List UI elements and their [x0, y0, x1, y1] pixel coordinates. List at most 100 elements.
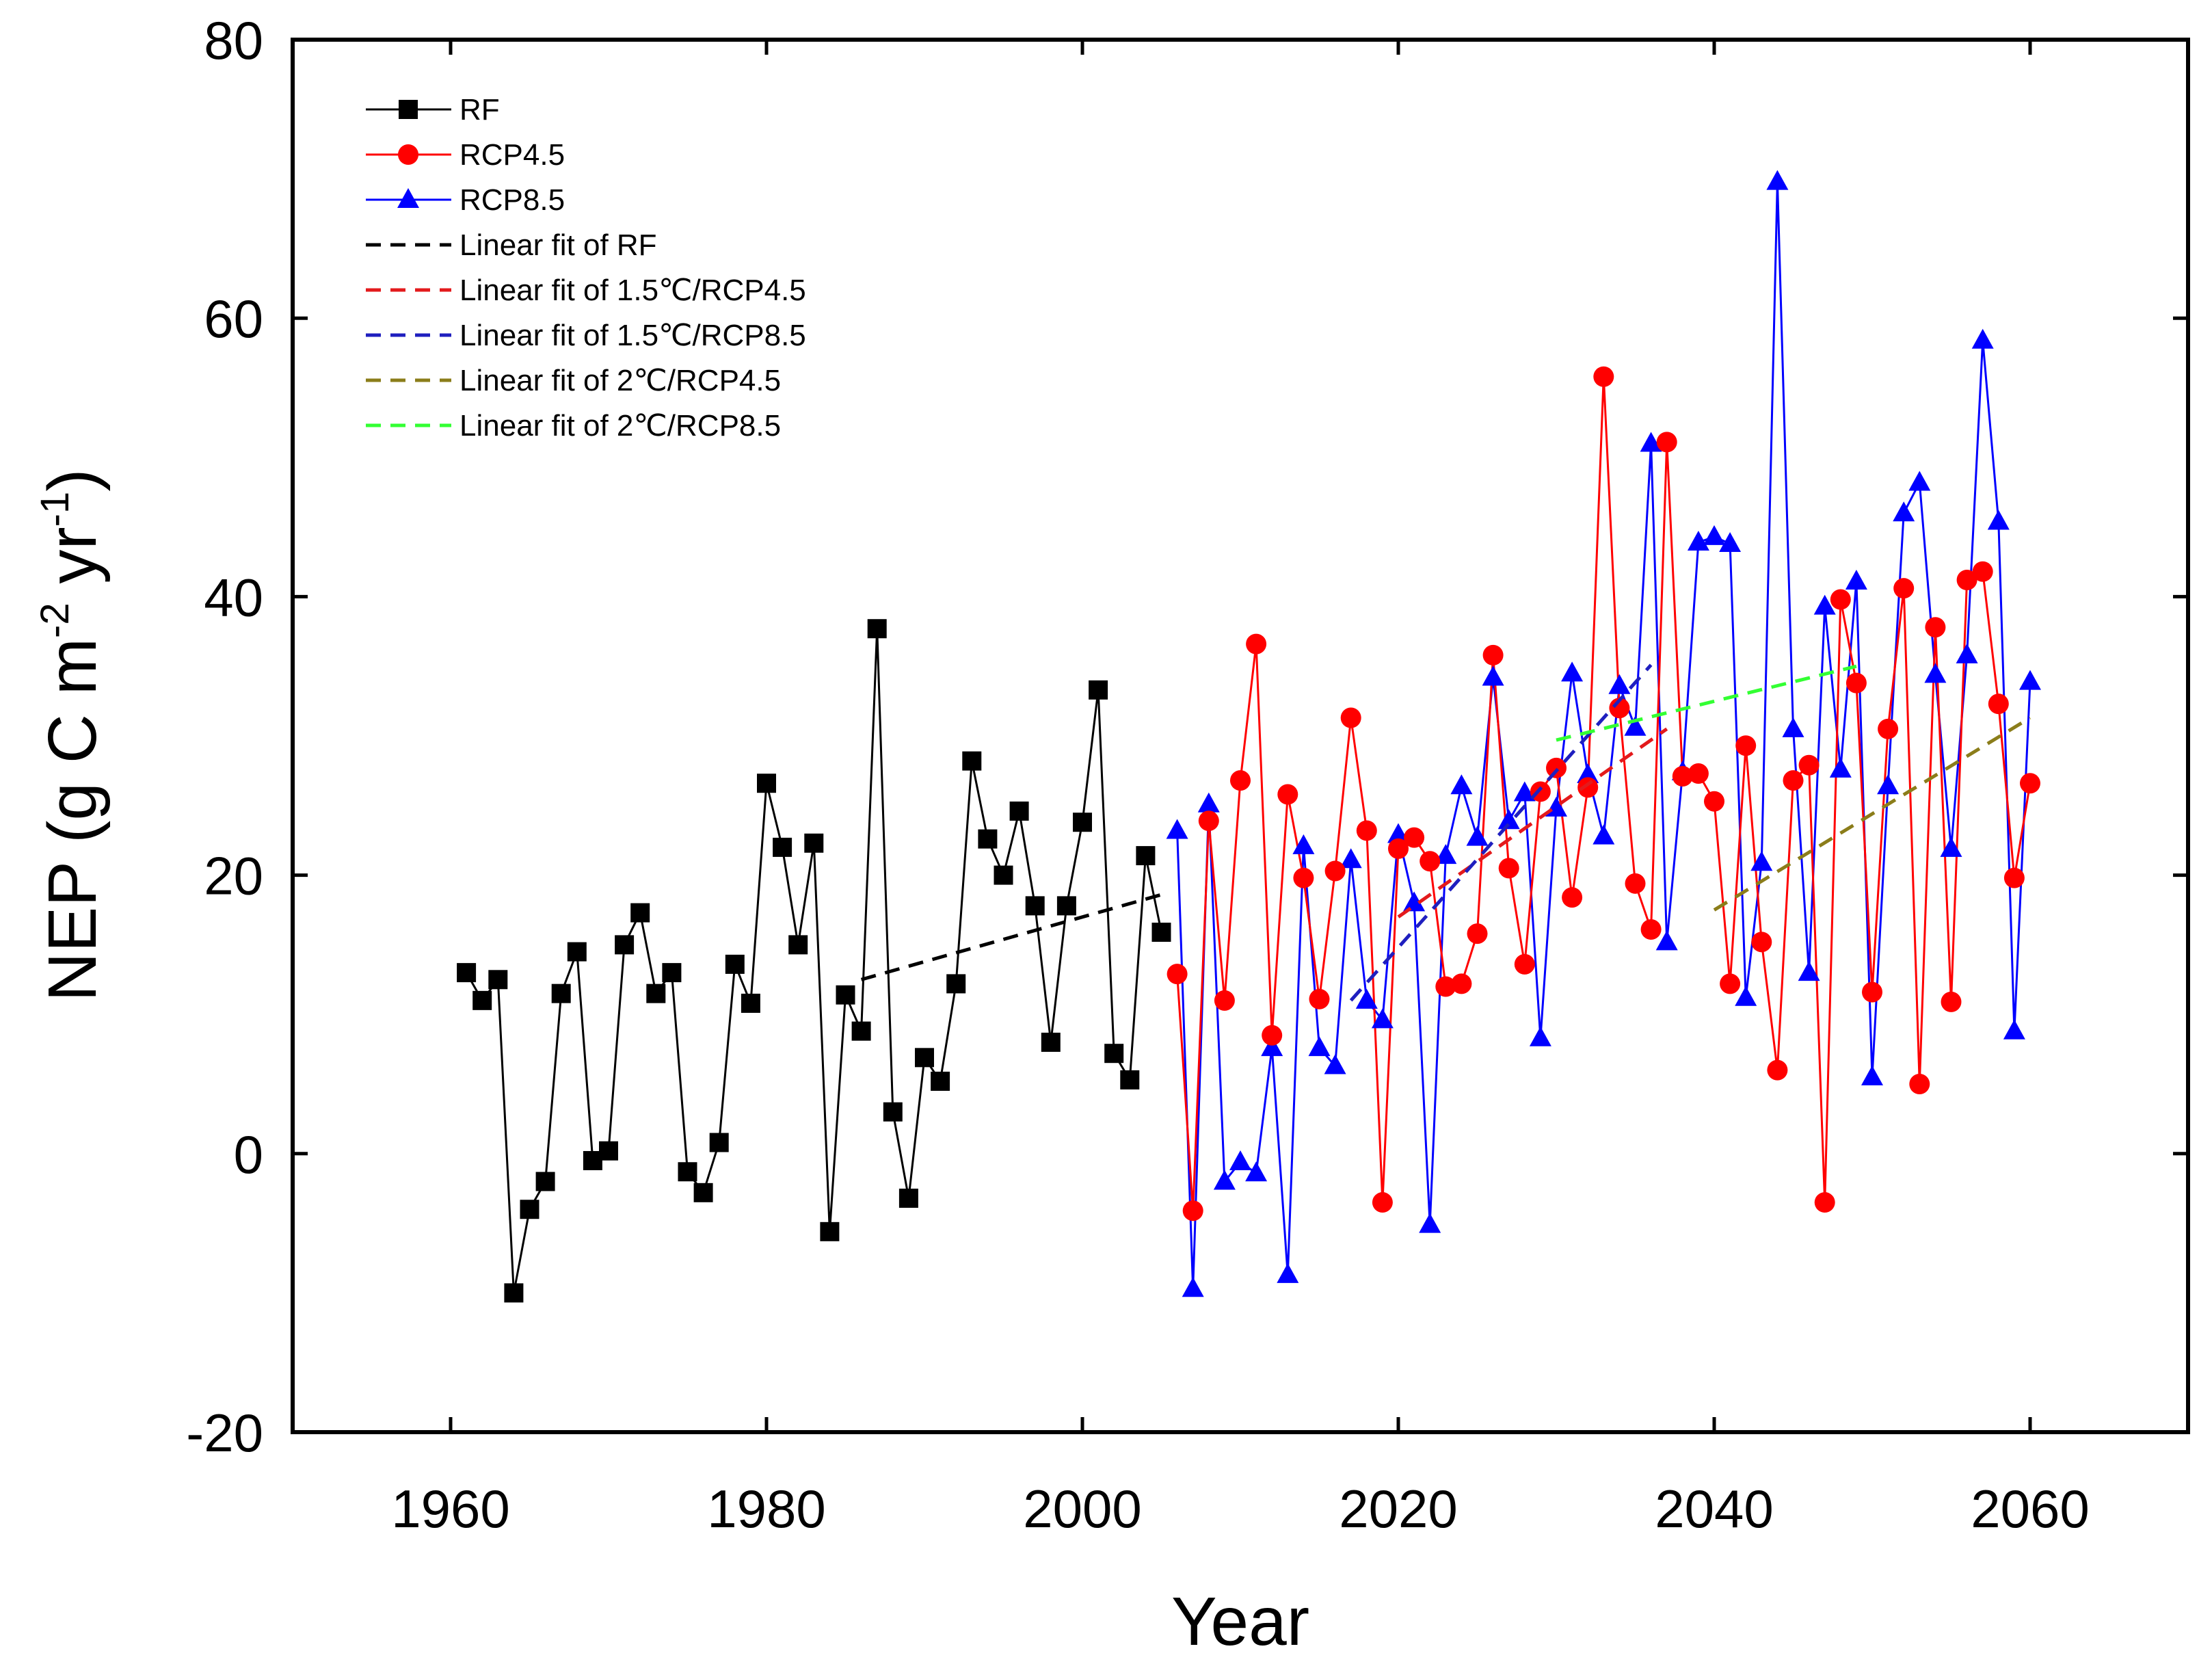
- fit-line: [1397, 727, 1668, 919]
- data-point: [1245, 1161, 1268, 1182]
- series-line: [1176, 181, 2031, 1289]
- data-point: [725, 954, 745, 974]
- data-point: [599, 1141, 618, 1161]
- data-point: [1735, 986, 1757, 1006]
- data-point: [1009, 801, 1029, 821]
- data-point: [946, 974, 966, 994]
- legend-item: RCP8.5: [366, 183, 565, 217]
- legend-item: Linear fit of 2℃/RCP8.5: [366, 409, 781, 443]
- data-point: [1625, 873, 1646, 894]
- data-point: [1261, 1036, 1283, 1057]
- data-point: [504, 1283, 524, 1303]
- data-point: [1909, 1074, 1930, 1094]
- data-point: [820, 1222, 840, 1241]
- data-point: [1845, 672, 1867, 694]
- fit-line: [1556, 664, 1857, 742]
- series-markers-rf: [457, 619, 1171, 1303]
- x-tick-label: 1980: [707, 1479, 826, 1539]
- data-point: [1940, 836, 1962, 857]
- data-point: [1688, 763, 1709, 784]
- y-axis-title-sup-1: -2: [33, 603, 77, 638]
- data-point: [2020, 773, 2040, 794]
- legend-item: RF: [366, 93, 500, 127]
- legend-item: Linear fit of 1.5℃/RCP4.5: [366, 274, 806, 307]
- data-point: [1987, 510, 2010, 530]
- data-point: [1246, 633, 1267, 655]
- legend-item: Linear fit of RF: [366, 228, 657, 262]
- data-point: [1829, 757, 1852, 778]
- data-point: [1197, 792, 1220, 813]
- data-point: [1089, 680, 1108, 700]
- data-point: [883, 1102, 903, 1122]
- y-axis-title-end: ): [34, 468, 111, 491]
- data-point: [1972, 561, 1993, 582]
- data-point: [1956, 643, 1978, 663]
- data-point: [709, 1133, 729, 1152]
- series-markers-rcp4-5: [1167, 366, 2040, 1222]
- data-point: [1056, 896, 1076, 916]
- legend-marker: [397, 188, 419, 208]
- data-point: [1513, 781, 1536, 802]
- data-point: [1104, 1044, 1124, 1064]
- data-point: [1766, 170, 1789, 190]
- data-point: [1198, 810, 1219, 832]
- data-point: [1640, 919, 1662, 940]
- y-axis-title-main: NEP (g C m: [34, 638, 111, 1002]
- data-point: [551, 983, 571, 1003]
- data-point: [1767, 1059, 1788, 1081]
- plot-area: [457, 170, 2041, 1303]
- data-point: [773, 837, 792, 857]
- data-point: [1593, 366, 1614, 387]
- data-point: [962, 751, 982, 771]
- legend-item: RCP4.5: [366, 138, 565, 172]
- data-point: [1529, 1026, 1551, 1046]
- data-point: [2003, 1019, 2025, 1040]
- legend-label: RCP8.5: [459, 183, 565, 217]
- data-point: [788, 935, 808, 955]
- x-tick-label: 2060: [1971, 1479, 2090, 1539]
- data-point: [2019, 670, 2041, 690]
- data-point: [1814, 1192, 1835, 1213]
- x-tick-label: 1960: [391, 1479, 510, 1539]
- data-point: [472, 990, 492, 1010]
- data-point: [994, 865, 1013, 885]
- data-point: [1372, 1192, 1393, 1213]
- data-point: [1609, 698, 1630, 719]
- data-point: [1293, 867, 1314, 888]
- series-rcp8-5: [1176, 181, 2031, 1289]
- data-point: [1988, 694, 2009, 715]
- data-point: [693, 1183, 713, 1202]
- data-point: [1355, 988, 1378, 1009]
- data-point: [1672, 766, 1693, 787]
- data-point: [1025, 896, 1045, 916]
- data-point: [1497, 809, 1520, 830]
- data-point: [615, 935, 635, 955]
- data-point: [1482, 644, 1504, 665]
- data-point: [1813, 594, 1836, 615]
- legend-label: Linear fit of 1.5℃/RCP8.5: [459, 319, 806, 352]
- data-point: [1308, 1036, 1331, 1057]
- data-point: [1845, 570, 1867, 590]
- data-point: [1750, 851, 1773, 871]
- data-point: [1862, 981, 1882, 1003]
- legend-label: Linear fit of RF: [459, 228, 657, 262]
- data-point: [1546, 757, 1567, 778]
- data-point: [1798, 754, 1820, 776]
- data-point: [1908, 471, 1931, 491]
- data-point: [978, 829, 998, 849]
- data-point: [1498, 858, 1519, 879]
- data-point: [1941, 991, 1962, 1012]
- data-point: [851, 1021, 871, 1041]
- data-point: [1182, 1277, 1204, 1297]
- data-point: [1783, 770, 1804, 791]
- data-point: [1419, 1213, 1441, 1233]
- y-tick-label: -20: [186, 1403, 263, 1463]
- legend-label: Linear fit of 2℃/RCP4.5: [459, 364, 781, 397]
- data-point: [1720, 973, 1741, 994]
- data-point: [678, 1162, 697, 1182]
- data-point: [1420, 851, 1441, 872]
- data-point: [1136, 846, 1156, 866]
- data-point: [1167, 964, 1188, 985]
- data-point: [1230, 770, 1251, 791]
